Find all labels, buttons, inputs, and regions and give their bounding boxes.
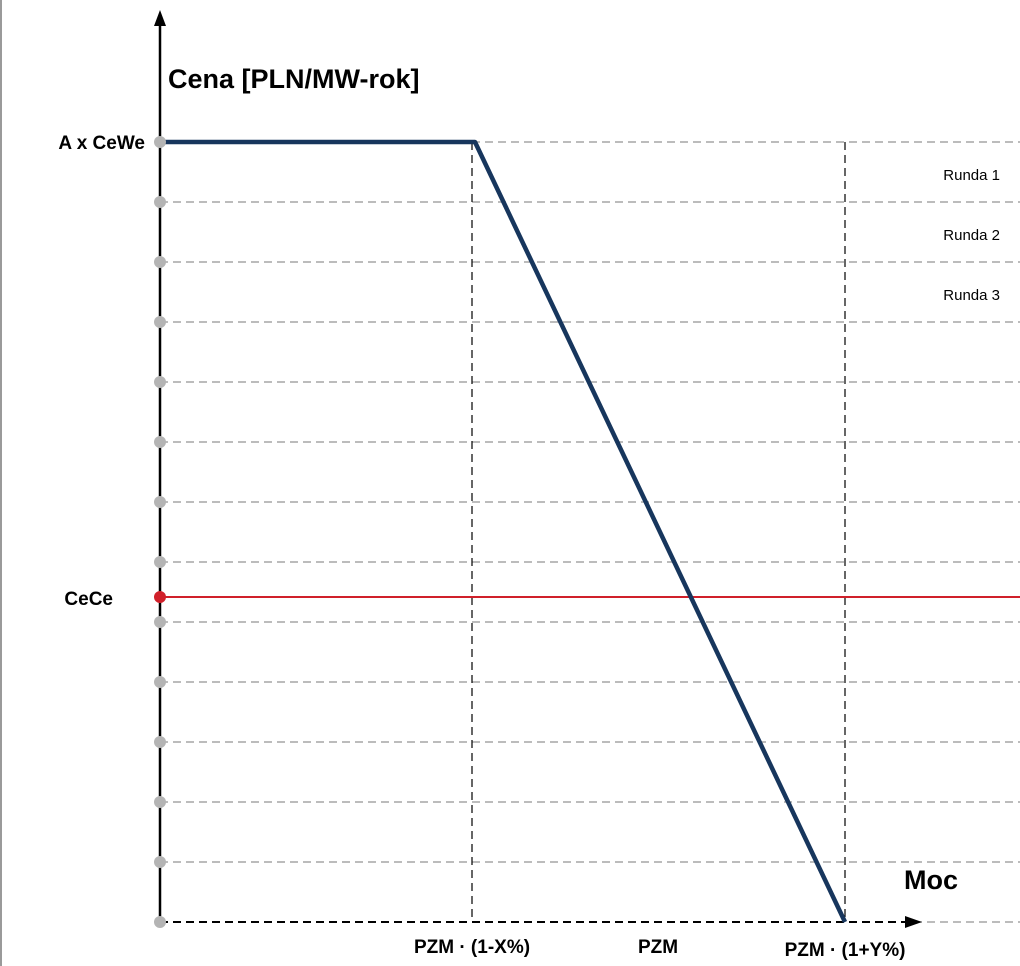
x-tick-label: PZM · (1-X%) bbox=[414, 937, 530, 958]
y-axis-arrow-icon bbox=[154, 10, 166, 26]
y-tick-dot bbox=[154, 256, 166, 268]
y-tick-dot bbox=[154, 736, 166, 748]
y-tick-dot bbox=[154, 556, 166, 568]
round-label: Runda 3 bbox=[943, 287, 1000, 304]
y-tick-dot bbox=[154, 316, 166, 328]
y-tick-dot bbox=[154, 796, 166, 808]
y-tick-dot bbox=[154, 136, 166, 148]
x-axis-label: Moc bbox=[904, 865, 958, 895]
horizontal-grid bbox=[160, 141, 1020, 923]
y-axis-label: Cena [PLN/MW-rok] bbox=[168, 64, 419, 94]
y-tick-dot bbox=[154, 376, 166, 388]
y-tick-dot bbox=[154, 856, 166, 868]
y-tick-dot bbox=[154, 616, 166, 628]
y-tick-dot bbox=[154, 196, 166, 208]
x-axis-arrow-icon bbox=[905, 916, 922, 928]
reference-dot bbox=[154, 591, 166, 603]
x-tick-label: PZM bbox=[638, 937, 678, 958]
x-tick-label: PZM · (1+Y%) bbox=[785, 940, 906, 961]
vertical-guides bbox=[471, 142, 846, 922]
round-label: Runda 2 bbox=[943, 227, 1000, 244]
y-tick-label-reference: CeCe bbox=[64, 589, 113, 610]
y-tick-dot bbox=[154, 916, 166, 928]
demand-curve-line bbox=[160, 139, 848, 923]
round-label: Runda 1 bbox=[943, 167, 1000, 184]
y-tick-dots bbox=[154, 136, 166, 928]
y-tick-dot bbox=[154, 496, 166, 508]
y-tick-dot bbox=[154, 436, 166, 448]
y-tick-label-top: A x CeWe bbox=[58, 133, 145, 154]
y-tick-dot bbox=[154, 676, 166, 688]
